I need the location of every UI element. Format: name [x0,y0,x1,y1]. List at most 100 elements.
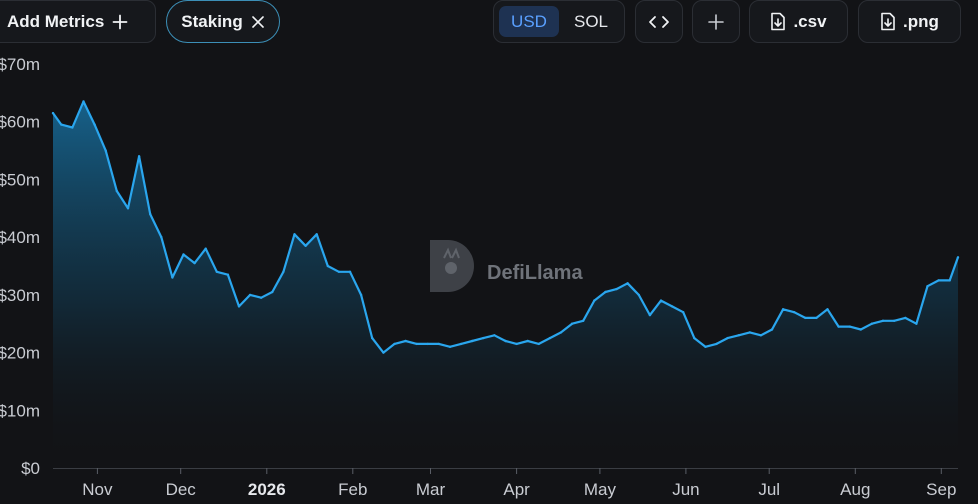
data-point [926,285,929,288]
data-point [815,316,818,320]
data-point [693,336,696,340]
y-tick-label: $60m [0,113,40,132]
currency-sol-button[interactable]: SOL [573,11,609,31]
data-point [515,342,518,346]
data-point [104,149,107,152]
download-png-button[interactable]: .png [858,0,961,43]
add-chart-button[interactable] [692,0,740,43]
x-tick-label: May [584,480,617,499]
csv-label: .csv [793,11,827,31]
x-tick-label: Jun [672,480,699,499]
data-point [204,247,207,250]
file-download-icon [880,12,896,31]
data-point [904,316,907,320]
x-tick-label: Jul [758,480,780,499]
data-point [404,339,407,343]
data-point [837,325,840,328]
y-tick-label: $30m [0,286,40,305]
chart-toolbar: Add Metrics Staking USD SOL .csv .png [0,0,978,46]
data-point [659,299,663,302]
png-label: .png [903,11,939,31]
data-point [493,334,496,337]
llama-logo-icon [430,240,474,292]
data-point [160,235,163,239]
data-point [471,339,474,343]
data-point [126,207,130,210]
close-icon[interactable] [251,15,265,29]
data-point [548,336,552,340]
data-point [526,339,529,343]
data-points [51,100,960,354]
data-point [537,342,540,346]
metric-chip-label: Staking [181,11,243,31]
data-point [956,256,960,259]
data-point [382,351,385,354]
x-tick-label: Feb [338,480,367,499]
y-tick-label: $50m [0,170,40,189]
data-point [582,319,585,322]
data-point [859,328,862,331]
data-point [371,336,374,340]
data-point [570,322,574,325]
data-point [51,111,55,115]
series-area [53,101,958,468]
x-tick-label: Aug [840,480,870,499]
add-metrics-button[interactable]: Add Metrics [0,0,156,43]
data-point [593,299,596,302]
data-point [337,270,341,273]
data-point [482,336,485,340]
data-point [182,253,185,256]
data-point [237,305,241,308]
data-point [226,273,230,276]
data-point [604,290,607,294]
data-point [271,290,274,294]
data-point [637,293,640,297]
currency-toggle: USD SOL [493,0,625,43]
y-tick-label: $20m [0,344,40,363]
data-point [759,334,763,337]
data-point [770,328,774,331]
watermark: DefiLlama [430,240,583,292]
y-tick-label: $10m [0,401,40,420]
embed-button[interactable] [635,0,683,43]
x-tick-label: 2026 [248,480,286,499]
data-point [648,313,652,317]
metric-chip-staking[interactable]: Staking [166,0,280,43]
data-point [881,319,885,322]
plus-icon [707,13,725,31]
data-point [393,342,396,346]
data-point [282,270,285,273]
data-point [615,287,618,291]
data-point [804,316,807,320]
x-tick-label: Apr [503,480,530,499]
watermark-text: DefiLlama [487,262,583,284]
data-point [437,342,441,346]
data-point [937,279,940,282]
data-point [304,244,307,247]
download-csv-button[interactable]: .csv [749,0,848,43]
currency-usd-button[interactable]: USD [499,6,559,37]
data-point [426,342,429,346]
data-point [726,336,729,340]
data-point [670,305,674,308]
x-tick-label: Nov [82,480,113,499]
data-point [704,345,707,348]
data-point [559,331,563,334]
data-point [293,233,296,236]
data-point [748,331,751,334]
data-point [348,270,352,273]
data-point [149,212,152,216]
data-point [137,155,141,158]
y-tick-label: $0 [21,459,40,478]
data-point [948,279,951,282]
data-point [60,123,63,126]
file-download-icon [770,12,786,31]
data-point [915,322,918,325]
data-point [870,322,874,325]
add-metrics-label: Add Metrics [7,11,105,31]
data-point [682,311,685,314]
data-point [315,233,318,236]
data-point [248,293,252,297]
data-point [737,334,740,337]
